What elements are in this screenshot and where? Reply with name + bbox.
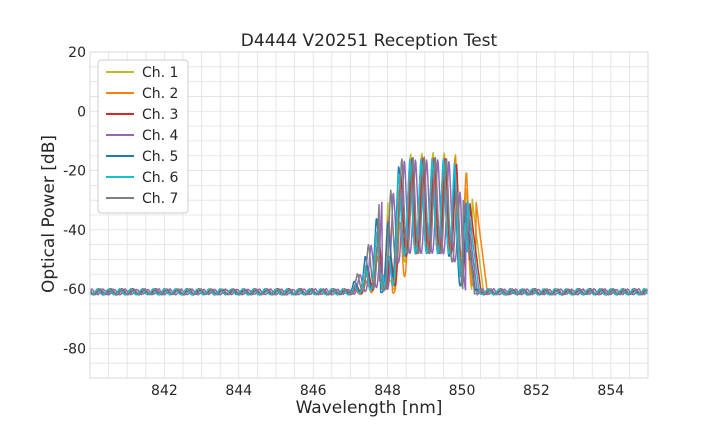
y-tick-label: 20 [68,45,86,61]
legend-label: Ch. 3 [142,107,178,123]
x-tick-label: 854 [597,383,624,399]
legend-label: Ch. 5 [142,149,178,165]
y-tick-label: -80 [63,341,86,357]
y-tick-label: -40 [63,223,86,239]
x-tick-label: 846 [300,383,327,399]
legend: Ch. 1 Ch. 2 Ch. 3 Ch. 4 Ch. 5 Ch. 6 Ch. 7 [97,59,189,214]
y-axis-label: Optical Power [dB] [39,135,59,293]
series-lines [89,151,649,296]
series-line-7 [89,156,649,296]
y-tick-label: -60 [63,282,86,298]
x-axis-label: Wavelength [nm] [296,398,443,418]
legend-label: Ch. 4 [142,128,179,144]
x-tick-label: 850 [449,383,476,399]
x-tick-label: 852 [523,383,550,399]
legend-label: Ch. 2 [142,86,178,102]
chart-title: D4444 V20251 Reception Test [241,31,498,51]
y-tick-label: -20 [63,164,86,180]
legend-box [97,59,189,214]
legend-label: Ch. 7 [142,191,178,207]
x-tick-label: 848 [374,383,401,399]
axis-ticks: 842 844 846 848 850 852 854 -80 -60 -40 -20 0 20 [63,45,624,399]
legend-label: Ch. 1 [142,65,178,81]
series-line-4 [89,159,649,296]
legend-label: Ch. 6 [142,170,179,186]
x-tick-label: 844 [225,383,252,399]
x-tick-label: 842 [151,383,178,399]
y-tick-label: 0 [77,104,86,120]
plot-frame [89,51,649,379]
